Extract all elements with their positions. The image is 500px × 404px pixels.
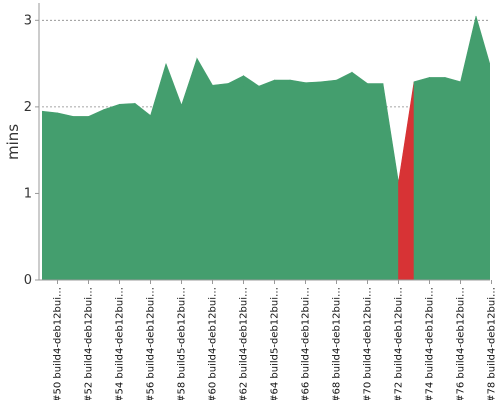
- area-segment-build-72[interactable]: [399, 82, 415, 280]
- area-segment-build-55[interactable]: [135, 103, 151, 280]
- area-segment-build-64[interactable]: [275, 80, 291, 280]
- area-segment-build-52[interactable]: [89, 109, 105, 280]
- x-tick-label-58: #58 build5-deb12bui…: [177, 287, 188, 400]
- x-tick-label-62: #62 build4-deb12bui…: [239, 287, 250, 400]
- area-segment-build-63[interactable]: [259, 80, 275, 280]
- area-segment-build-67[interactable]: [321, 80, 337, 280]
- area-segment-build-59[interactable]: [197, 58, 213, 280]
- x-tick-label-52: #52 build4-deb12bui…: [84, 287, 95, 400]
- x-tick-label-50: #50 build4-deb12bui…: [53, 287, 64, 400]
- area-segment-build-69[interactable]: [352, 72, 368, 280]
- area-segment-build-54[interactable]: [120, 103, 136, 280]
- x-tick-label-74: #74 build4-deb12bui…: [425, 287, 436, 400]
- area-segment-build-73[interactable]: [414, 77, 430, 280]
- area-segment-build-53[interactable]: [104, 104, 120, 280]
- y-tick-label-2: 2: [24, 100, 32, 115]
- area-segment-build-60[interactable]: [213, 84, 229, 280]
- x-tick-label-70: #70 build4-deb12bui…: [363, 287, 374, 400]
- x-tick-label-56: #56 build4-deb12bui…: [146, 287, 157, 400]
- area-segment-build-74[interactable]: [430, 77, 446, 280]
- x-tick-label-76: #76 build4-deb12bui…: [456, 287, 467, 400]
- x-tick-label-54: #54 build4-deb12bui…: [115, 287, 126, 400]
- x-tick-label-78: #78 build4-deb12bui…: [487, 287, 498, 400]
- y-tick-label-1: 1: [24, 186, 32, 201]
- area-segment-build-56[interactable]: [151, 64, 167, 280]
- area-segment-build-49[interactable]: [42, 111, 58, 280]
- area-segment-build-65[interactable]: [290, 80, 306, 280]
- y-axis-label: mins: [4, 124, 22, 160]
- area-segment-build-76[interactable]: [461, 16, 477, 280]
- x-tick-label-72: #72 build4-deb12bui…: [394, 287, 405, 400]
- area-layer: [42, 16, 500, 280]
- area-segment-build-62[interactable]: [244, 76, 260, 280]
- area-segment-build-58[interactable]: [182, 58, 198, 280]
- area-segment-build-51[interactable]: [73, 116, 89, 280]
- area-segment-build-70[interactable]: [368, 84, 384, 280]
- area-segment-build-78[interactable]: [492, 70, 500, 280]
- area-segment-build-71[interactable]: [383, 84, 399, 280]
- area-segment-build-57[interactable]: [166, 64, 182, 280]
- x-tick-label-64: #64 build5-deb12bui…: [270, 287, 281, 400]
- y-tick-label-3: 3: [24, 13, 32, 28]
- area-segment-build-66[interactable]: [306, 82, 322, 280]
- x-tick-label-60: #60 build4-deb12bui…: [208, 287, 219, 400]
- area-segment-build-50[interactable]: [58, 113, 74, 280]
- area-segment-build-75[interactable]: [445, 77, 461, 280]
- area-segment-build-61[interactable]: [228, 76, 244, 280]
- area-segment-build-77[interactable]: [476, 16, 492, 280]
- x-tick-label-66: #66 build4-deb12bui…: [301, 287, 312, 400]
- area-segment-build-68[interactable]: [337, 72, 353, 280]
- x-tick-label-68: #68 build4-deb12bui…: [332, 287, 343, 400]
- y-tick-label-0: 0: [24, 273, 32, 288]
